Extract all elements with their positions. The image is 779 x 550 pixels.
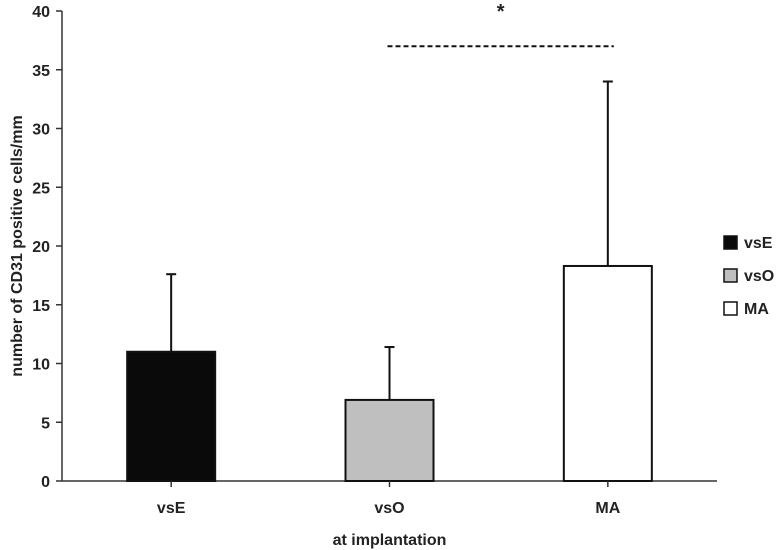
y-tick-label: 30: [32, 122, 50, 139]
x-axis-ticks: vsE vsO MA: [157, 481, 621, 517]
bar-MA: [562, 264, 653, 482]
x-axis-title: at implantation: [333, 532, 447, 549]
legend-label-vsE: vsE: [744, 235, 773, 252]
legend-label-vsO: vsO: [744, 268, 774, 285]
x-tick-label-vsE: vsE: [157, 500, 186, 517]
y-tick-label: 5: [41, 415, 50, 432]
y-tick-label: 40: [32, 4, 50, 21]
bar-vsO: [344, 398, 435, 482]
y-tick-label: 0: [41, 474, 50, 491]
significance-annotation: *: [387, 1, 614, 48]
legend-swatch-vsO: [723, 268, 738, 283]
x-tick-label-vsO: vsO: [374, 500, 404, 517]
y-tick-label: 35: [32, 63, 50, 80]
legend: vsE vsO MA: [723, 235, 774, 318]
bars: [126, 264, 653, 482]
bar-vsE: [126, 350, 217, 482]
x-tick-label-MA: MA: [595, 500, 620, 517]
y-axis-ticks: 0 5 10 15 20 25 30 35 40: [32, 4, 62, 491]
y-tick-label: 20: [32, 239, 50, 256]
legend-swatch-MA: [723, 301, 738, 316]
y-tick-label: 10: [32, 357, 50, 374]
y-tick-label: 15: [32, 298, 50, 315]
legend-swatch-vsE: [723, 235, 738, 250]
y-axis-title: number of CD31 positive cells/mm: [9, 115, 26, 376]
legend-label-MA: MA: [744, 301, 769, 318]
error-bars: [166, 80, 613, 400]
significance-star: *: [497, 1, 505, 23]
y-tick-label: 25: [32, 180, 50, 197]
